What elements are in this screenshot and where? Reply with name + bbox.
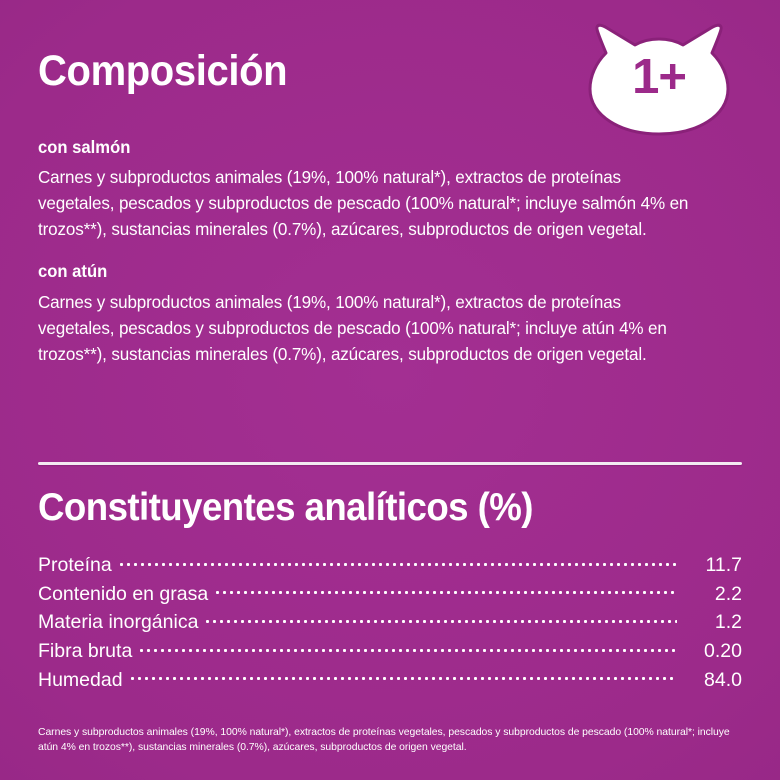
- badge-age-label: 1+: [632, 50, 687, 104]
- variant-title-salmon: con salmón: [38, 137, 131, 157]
- composition-section: con salmón Carnes y subproductos animale…: [38, 137, 710, 387]
- header: Composición: [38, 36, 742, 146]
- cat-head-icon: [588, 23, 730, 136]
- nutrient-value: 1.2: [714, 611, 742, 634]
- page-title: Composición: [38, 47, 288, 95]
- age-badge: 1+: [583, 22, 735, 140]
- analytical-constituents-section: Constituyentes analíticos (%) Proteína 1…: [38, 488, 742, 694]
- dot-leader: [214, 580, 677, 600]
- dot-leader: [117, 552, 677, 572]
- nutrient-name: Contenido en grasa: [38, 582, 209, 605]
- dot-leader: [128, 666, 677, 686]
- composition-block-tuna: con atún Carnes y subproductos animales …: [38, 262, 710, 366]
- dot-leader: [138, 637, 677, 657]
- ingredients-text-tuna: Carnes y subproductos animales (19%, 100…: [38, 291, 667, 364]
- section-divider: [38, 462, 742, 465]
- nutrient-row-fat: Contenido en grasa 2.2: [38, 580, 742, 609]
- nutrient-list: Proteína 11.7 Contenido en grasa 2.2 Mat…: [38, 551, 742, 694]
- variant-title-tuna: con atún: [38, 261, 108, 282]
- nutrient-value: 84.0: [704, 668, 742, 691]
- nutrient-value: 11.7: [705, 554, 742, 576]
- nutrient-name: Humedad: [38, 668, 123, 691]
- nutrient-value: 2.2: [714, 582, 742, 605]
- nutrient-name: Fibra bruta: [38, 639, 133, 662]
- footnote-text: Carnes y subproductos animales (19%, 100…: [38, 727, 730, 753]
- nutrient-name: Materia inorgánica: [38, 611, 199, 634]
- nutrient-row-moisture: Humedad 84.0: [38, 666, 742, 695]
- ingredients-text-salmon: Carnes y subproductos animales (19%, 100…: [38, 167, 689, 240]
- analytics-title: Constituyentes analíticos (%): [38, 486, 534, 529]
- composition-block-salmon: con salmón Carnes y subproductos animale…: [38, 137, 710, 242]
- nutrient-name: Proteína: [38, 554, 112, 576]
- nutrient-row-inorganic-matter: Materia inorgánica 1.2: [38, 608, 742, 637]
- nutrient-row-protein: Proteína 11.7: [38, 551, 742, 580]
- nutrient-value: 0.20: [704, 639, 742, 662]
- nutrient-row-crude-fibre: Fibra bruta 0.20: [38, 637, 742, 666]
- dot-leader: [204, 609, 677, 629]
